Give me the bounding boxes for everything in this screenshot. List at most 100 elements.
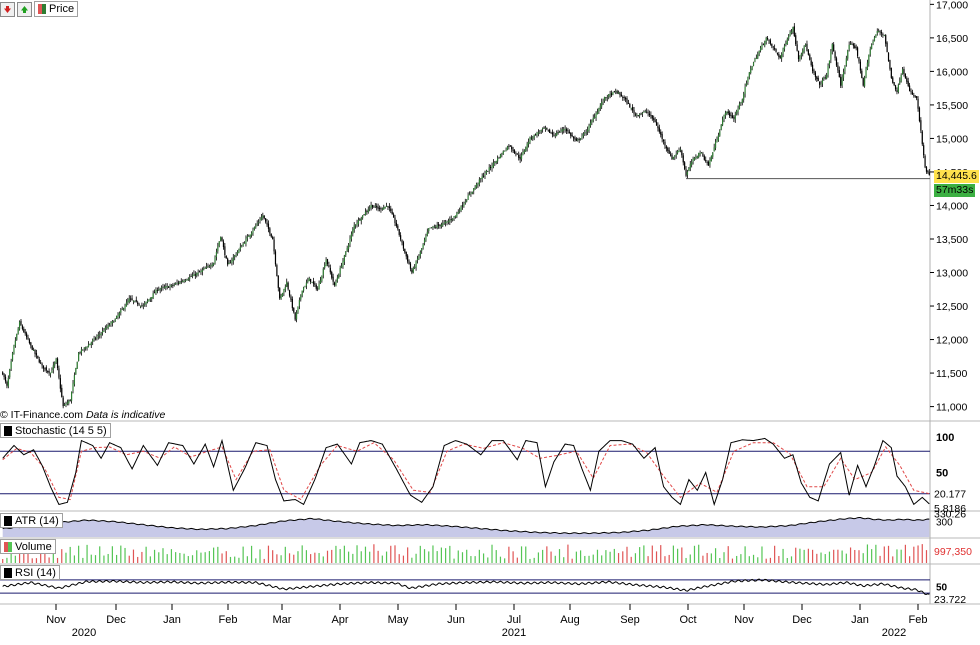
candle-body xyxy=(290,296,292,300)
candle-body xyxy=(415,261,417,268)
candle-body xyxy=(13,345,15,354)
volume-bar xyxy=(508,546,510,563)
candle-body xyxy=(165,286,167,288)
stochastic-legend[interactable]: Stochastic (14 5 5) xyxy=(0,423,111,438)
candle-body xyxy=(156,290,158,292)
candle-body xyxy=(227,258,229,265)
volume-bar xyxy=(35,558,38,563)
candle-body xyxy=(658,127,660,132)
candle-body xyxy=(578,138,580,140)
candle-body xyxy=(211,264,213,267)
candle-body xyxy=(187,278,189,281)
candle-body xyxy=(620,94,622,97)
volume-bar xyxy=(331,549,333,563)
volume-bar xyxy=(765,558,767,563)
candle-body xyxy=(411,269,413,273)
candle-body xyxy=(347,244,350,249)
candle-body xyxy=(442,223,444,226)
candle-body xyxy=(515,153,517,155)
rsi-legend[interactable]: RSI (14) xyxy=(0,565,60,580)
candle-body xyxy=(172,285,174,286)
candle-body xyxy=(598,108,600,112)
candle-body xyxy=(706,162,708,163)
candle-body xyxy=(665,146,667,149)
candle-body xyxy=(33,349,35,351)
candle-body xyxy=(575,138,577,141)
atr-legend[interactable]: ATR (14) xyxy=(0,513,63,528)
candle-body xyxy=(422,244,424,249)
volume-bar xyxy=(166,554,168,563)
x-tick-label: Oct xyxy=(679,614,696,626)
candle-body xyxy=(876,31,878,34)
candle-body xyxy=(814,72,817,77)
candle-body xyxy=(619,92,621,95)
volume-bar xyxy=(432,545,434,563)
candle-body xyxy=(464,201,466,204)
volume-bar xyxy=(849,547,852,563)
candle-body xyxy=(782,48,784,55)
candle-body xyxy=(460,206,462,211)
candle-body xyxy=(173,284,175,286)
volume-bar xyxy=(61,549,63,563)
volume-bar xyxy=(301,545,303,563)
candle-body xyxy=(436,225,438,228)
candle-body xyxy=(208,266,210,268)
volume-legend[interactable]: Volume xyxy=(0,539,56,554)
candle-body xyxy=(101,330,104,333)
candle-body xyxy=(897,84,899,92)
candle-body xyxy=(627,103,629,104)
candle-body xyxy=(845,58,847,66)
volume-bar xyxy=(31,558,33,563)
x-tick-label: Jul xyxy=(507,614,521,626)
candle-body xyxy=(335,281,337,286)
candle-body xyxy=(606,97,608,99)
candle-body xyxy=(130,298,132,300)
candle-body xyxy=(378,208,381,209)
candle-body xyxy=(547,129,549,131)
price-tick-label: 12,500 xyxy=(936,301,968,313)
year-label: 2020 xyxy=(72,627,96,639)
volume-bar xyxy=(272,550,274,563)
volume-bar xyxy=(23,547,25,563)
candle-body xyxy=(508,145,510,147)
candle-body xyxy=(197,272,199,274)
candle-body xyxy=(346,248,348,251)
candle-body xyxy=(468,194,471,196)
candle-body xyxy=(383,207,385,210)
atr-tick-label: 300 xyxy=(936,518,953,529)
candle-body xyxy=(159,288,161,291)
volume-bar xyxy=(575,551,577,563)
price-tick-label: 15,000 xyxy=(936,133,968,145)
volume-bar xyxy=(482,553,485,563)
candle-body xyxy=(748,72,750,78)
candle-body xyxy=(123,308,125,310)
volume-bar xyxy=(284,546,286,563)
down-arrow-icon[interactable] xyxy=(0,1,15,17)
candle-body xyxy=(339,268,341,274)
volume-bar xyxy=(390,545,392,563)
candle-body xyxy=(893,82,895,86)
candle-body xyxy=(544,128,547,129)
candle-body xyxy=(778,54,780,57)
candle-body xyxy=(795,35,797,45)
candle-body xyxy=(866,62,869,70)
volume-bar xyxy=(411,557,413,563)
up-arrow-icon[interactable] xyxy=(17,1,32,17)
candle-body xyxy=(871,44,873,50)
price-legend-button[interactable]: Price xyxy=(34,1,79,17)
candle-body xyxy=(69,400,71,401)
candle-body xyxy=(203,268,205,270)
volume-bar xyxy=(828,551,831,563)
candle-body xyxy=(800,53,802,56)
volume-bar xyxy=(710,553,712,563)
candle-body xyxy=(248,236,250,238)
candle-body xyxy=(533,134,535,138)
candle-body xyxy=(632,106,634,111)
candle-body xyxy=(459,210,461,212)
candle-body xyxy=(646,111,648,113)
volume-bar xyxy=(504,558,506,563)
volume-bar xyxy=(672,545,674,563)
candle-body xyxy=(353,225,355,231)
volume-bar xyxy=(153,549,156,563)
volume-bar xyxy=(394,545,396,563)
